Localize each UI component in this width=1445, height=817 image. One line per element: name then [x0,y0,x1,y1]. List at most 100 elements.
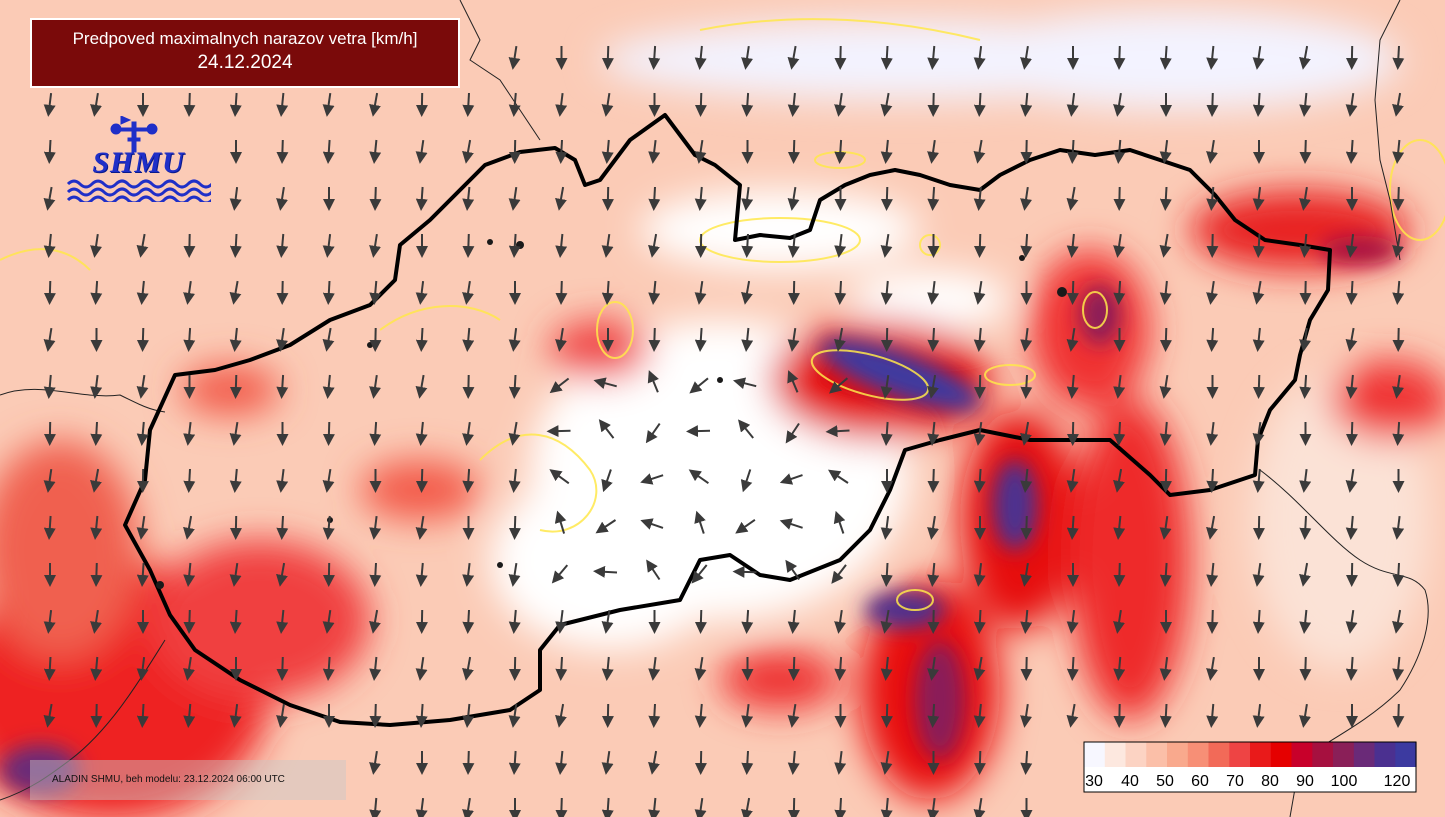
wind-arrow [136,280,149,305]
wind-arrow [1252,374,1265,399]
wind-arrow [787,139,800,164]
wind-arrow [880,421,893,446]
wind-arrow [1252,233,1265,258]
wind-arrow [1113,374,1126,399]
wind-arrow [927,421,940,446]
wind-arrow [276,92,289,117]
wind-arrow [834,750,847,775]
wind-arrow [927,703,940,728]
wind-arrow [880,92,893,117]
legend-swatch [1291,742,1313,767]
wind-arrow [554,510,567,534]
wind-arrow [1299,468,1312,493]
wind-arrow [90,233,103,258]
wind-arrow [785,422,800,444]
wind-arrow [1113,609,1125,634]
wind-arrow [415,468,428,493]
wind-arrow [415,515,428,540]
wind-arrow [229,327,242,352]
legend-swatch [1270,742,1293,767]
wind-arrow [787,233,800,258]
wind-arrow [1392,45,1405,70]
wind-arrow [183,515,195,540]
wind-arrow [555,656,568,681]
wind-arrow [787,609,800,634]
wind-arrow [276,562,288,587]
wind-arrow [973,750,986,775]
wind-arrow [415,139,428,164]
wind-arrow [787,703,800,728]
wind-arrow [508,233,521,258]
map-title: Predpoved maximalnych narazov vetra [km/… [30,18,460,88]
wind-arrow [694,139,707,164]
wind-arrow [43,186,56,211]
wind-arrow [1345,609,1358,634]
wind-arrow [1113,562,1126,587]
wind-arrow [1392,186,1405,211]
wind-arrow [183,609,196,634]
wind-arrow [369,139,382,164]
wind-arrow [927,797,940,817]
wind-arrow [462,92,475,117]
wind-arrow [369,703,382,728]
wind-arrow [1020,374,1033,399]
wind-arrow [183,327,196,352]
wind-arrow [183,280,196,305]
wind-arrow [43,609,56,634]
wind-arrow [1206,656,1218,681]
wind-arrow [787,92,800,117]
wind-arrow [640,518,664,530]
wind-arrow [90,562,103,587]
wind-arrow [1113,515,1126,540]
wind-arrow [322,468,335,493]
wind-arrow [973,327,986,352]
wind-arrow [462,656,474,681]
wind-arrow [1066,327,1079,352]
wind-arrow [555,233,568,258]
wind-arrows [43,45,1405,817]
wind-arrow [1206,609,1219,634]
wind-arrow [834,280,847,305]
wind-arrow [1392,562,1405,587]
wind-arrow [1345,374,1358,399]
wind-arrow [833,510,846,534]
wind-arrow [1252,327,1265,352]
wind-arrow [1020,421,1032,446]
wind-arrow [322,139,335,164]
wind-arrow [508,327,521,352]
wind-arrow [1020,468,1033,493]
legend-swatch [1374,742,1396,767]
wind-arrow [1020,45,1032,70]
wind-arrow [369,233,381,258]
wind-arrow [973,92,986,117]
wind-arrow [549,469,570,485]
wind-arrow [322,92,335,117]
wind-arrow [415,703,428,728]
wind-arrow [1206,515,1218,540]
wind-arrow [880,280,893,305]
wind-arrow [276,656,289,681]
wind-arrow [462,233,475,258]
wind-arrow [694,797,707,817]
wind-arrow [415,562,428,587]
wind-arrow [1345,421,1358,446]
legend-label: 90 [1296,773,1314,790]
wind-arrow [369,421,382,446]
wind-arrow [601,139,614,164]
wind-arrow [183,562,196,587]
wind-arrow [136,327,149,352]
wind-arrow [90,515,103,540]
wind-arrow [369,280,382,305]
wind-arrow [973,186,986,211]
wind-arrow [880,703,893,728]
wind-arrow [555,139,568,164]
wind-arrow [183,656,195,681]
wind-arrow [1159,656,1172,681]
wind-arrow [1020,703,1033,728]
wind-arrow [1392,703,1405,728]
wind-arrow [648,45,661,70]
wind-arrow [508,186,521,211]
wind-arrow [741,186,754,211]
wind-arrow [276,468,289,493]
wind-arrow [694,186,707,211]
